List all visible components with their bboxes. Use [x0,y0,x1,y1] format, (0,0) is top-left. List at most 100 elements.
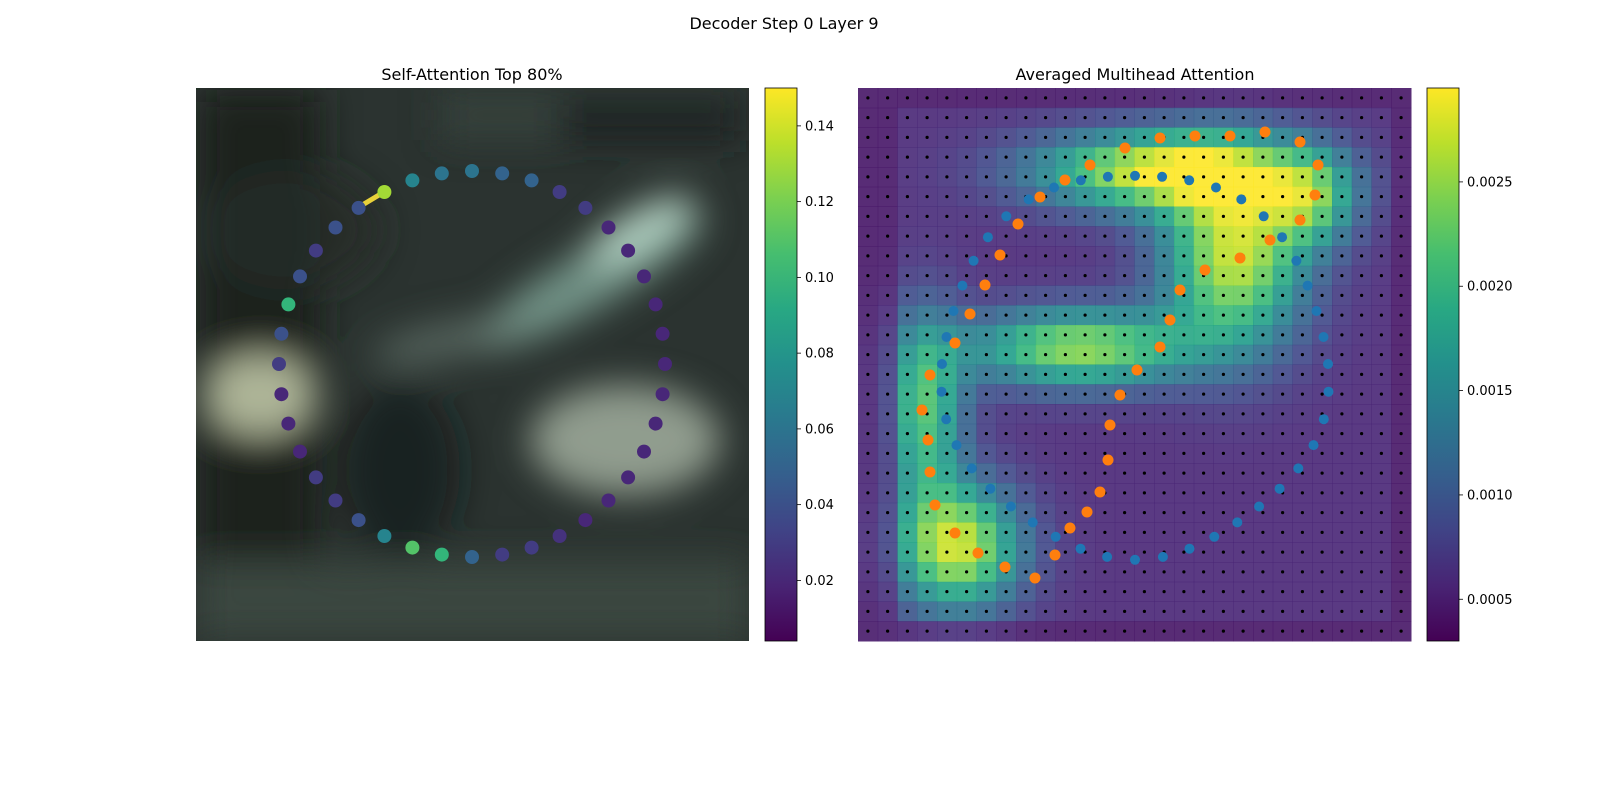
grid-dot [1182,175,1186,179]
grid-dot [1379,96,1383,100]
ring-point [377,529,392,543]
predicted-point [1259,126,1271,138]
grid-dot [925,570,929,574]
grid-dot [886,274,890,278]
grid-dot [1103,451,1107,455]
grid-dot [1142,353,1146,357]
grid-dot [1281,590,1285,594]
predicted-point [1104,419,1116,431]
grid-dot [1399,530,1403,535]
grid-dot [1123,274,1127,278]
grid-dot [925,293,929,297]
grid-dot [965,96,969,100]
left-colorbar-gradient [764,87,798,642]
grid-dot [1202,530,1206,535]
grid-dot [1123,234,1127,238]
grid-dot [905,491,910,495]
grid-dot [925,195,929,199]
grid-dot [1162,392,1166,396]
grid-dot [1399,274,1403,278]
grid-dot [945,491,949,495]
grid-dot [1202,353,1206,357]
grid-dot [1399,353,1403,357]
grid-dot [1063,353,1067,357]
reference-point [1075,175,1086,186]
grid-dot [866,392,870,396]
grid-dot [1123,96,1127,100]
grid-dot [1221,530,1225,535]
grid-dot [1083,254,1087,258]
grid-dot [1261,195,1265,199]
grid-dot [1044,570,1048,574]
grid-dot [886,96,890,100]
grid-dot [866,333,870,337]
grid-dot [1004,116,1008,120]
grid-dot [1063,510,1067,515]
grid-dot [1142,195,1146,199]
ring-point [552,185,567,199]
grid-dot [1281,353,1285,357]
grid-dot [886,214,890,218]
grid-dot [1142,293,1146,297]
grid-dot [1162,333,1166,337]
grid-dot [1340,412,1344,416]
grid-dot [1182,432,1186,436]
grid-dot [1320,471,1324,475]
grid-dot [1281,372,1285,376]
grid-dot [1044,471,1048,475]
grid-dot [1202,96,1206,100]
grid-dot [965,629,969,633]
grid-dot [1202,175,1206,179]
grid-dot [1379,214,1383,218]
grid-dot [1340,234,1344,238]
grid-dot [1103,333,1107,337]
grid-dot [1360,530,1364,535]
colorbar-tick-label: 0.0005 [1467,593,1513,608]
grid-dot [1182,195,1186,199]
grid-dot [1142,550,1146,554]
grid-dot [1103,471,1107,475]
ring-point [328,220,343,235]
grid-dot [1399,155,1403,159]
grid-dot [1300,570,1304,574]
grid-dot [866,254,870,258]
grid-dot [1300,293,1304,297]
grid-dot [1281,629,1285,633]
grid-dot [1340,175,1344,179]
grid-dot [965,530,969,535]
grid-dot [1182,451,1186,455]
grid-dot [1261,471,1265,475]
grid-dot [866,550,870,554]
reference-point [1130,554,1140,565]
grid-dot [1261,353,1265,357]
grid-dot [1103,195,1107,199]
grid-dot [886,550,890,554]
grid-dot [1261,116,1265,120]
grid-dot [1281,510,1285,515]
grid-dot [1103,214,1107,218]
grid-dot [1044,629,1048,633]
grid-dot [945,234,949,238]
reference-point [985,483,996,494]
reference-point [1049,182,1059,193]
grid-dot [1123,135,1127,139]
grid-dot [1123,451,1127,455]
grid-dot [1024,353,1028,357]
grid-dot [1202,392,1206,396]
grid-dot [965,254,969,258]
grid-dot [1044,214,1048,218]
grid-dot [1202,293,1206,297]
grid-dot [1004,313,1008,317]
grid-dot [925,530,929,535]
grid-dot [1142,214,1146,218]
grid-dot [1281,550,1285,554]
ring-point [658,357,672,371]
reference-point [1291,255,1302,266]
grid-dot [1044,313,1048,317]
grid-dot [1024,313,1028,317]
grid-dot [1300,96,1304,100]
predicted-point [1102,454,1114,466]
predicted-point [1294,136,1306,148]
grid-dot [886,570,890,574]
grid-dot [1281,333,1285,337]
